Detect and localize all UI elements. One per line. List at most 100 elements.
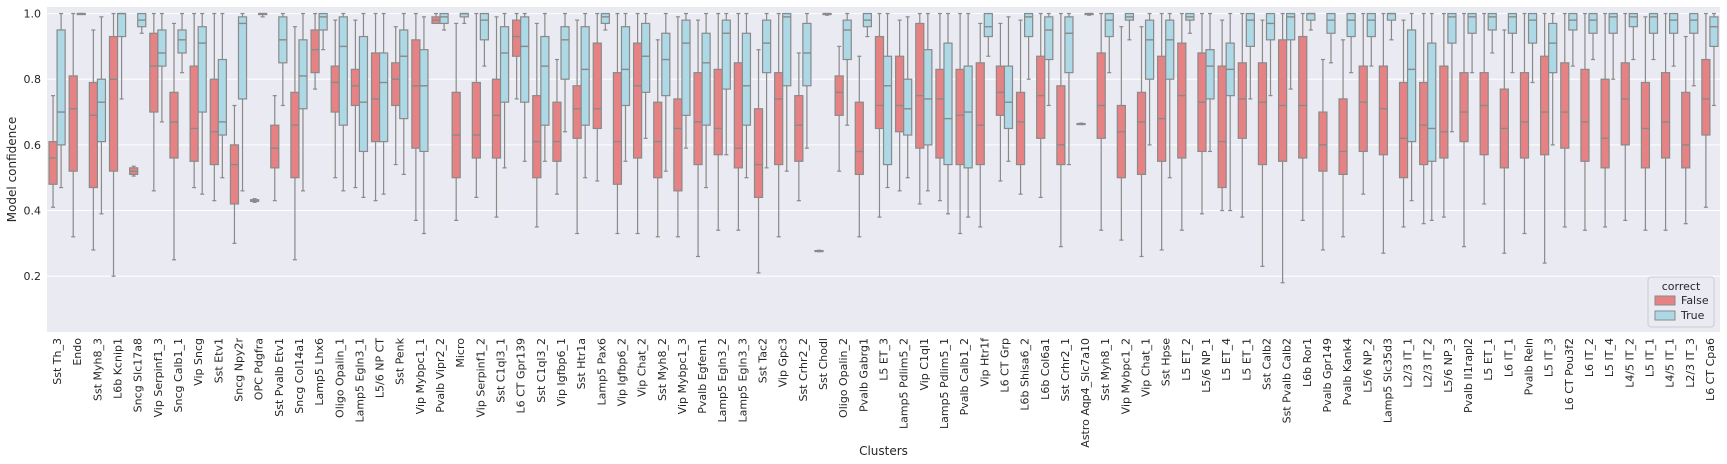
x-tick-label: Sst Th_3 [51, 338, 64, 385]
box-false-box [391, 62, 401, 107]
box-false-box [653, 101, 663, 179]
x-tick-label: L5 ET_1 [1240, 338, 1253, 381]
box-false-box [834, 75, 844, 116]
box-true-box [56, 29, 66, 146]
x-tick-label: L6 IT_1 [1502, 338, 1515, 377]
box-true-box [540, 35, 550, 126]
box-true-box [338, 16, 348, 126]
box-true-box [943, 42, 953, 166]
x-axis-title: Clusters [859, 444, 908, 458]
box-true-box [721, 19, 731, 90]
box-true-box [419, 49, 429, 153]
x-tick-label: L6b Col6a1 [1039, 338, 1052, 400]
x-tick-label: Sst Calb2 [1260, 338, 1273, 390]
box-false-box [592, 42, 602, 130]
box-false-box [1519, 72, 1530, 159]
box-false-box [1640, 81, 1651, 169]
box-true-box [963, 65, 973, 169]
box-false-box [229, 144, 240, 205]
box-false-box [1560, 62, 1570, 149]
box-true-box [298, 39, 308, 110]
x-tick-label: Sst C1ql3_2 [535, 338, 548, 403]
x-tick-label: L5/6 NP_3 [1442, 338, 1455, 393]
box-true-box [1548, 22, 1558, 74]
box-true-box [1165, 19, 1175, 80]
x-tick-label: Endo [71, 338, 84, 366]
box-series [48, 12, 1719, 284]
box-true-box [782, 12, 792, 87]
box-false-box [995, 65, 1006, 116]
box-true-box [237, 16, 248, 100]
box-false-box [1681, 91, 1691, 169]
box-true-box [177, 29, 187, 54]
box-false-box [1660, 72, 1671, 159]
x-tick-label: Vip Gpc3 [777, 338, 790, 387]
legend-title: correct [1662, 280, 1701, 293]
box-true-box [217, 58, 227, 136]
box-false-box [290, 91, 300, 179]
legend: correct False True [1647, 276, 1715, 328]
x-tick-label: Sst Crhr2_1 [1059, 338, 1072, 402]
x-tick-label: Vip Chat_2 [636, 338, 649, 397]
box-false-box [1177, 42, 1187, 159]
x-tick-label: Pvalb Calb1_2 [958, 338, 971, 415]
box-true-box [1608, 12, 1618, 34]
box-false-box [1277, 39, 1288, 162]
x-tick-label: Lamp5 Egln3_3 [736, 338, 749, 423]
box-false-box [1157, 55, 1167, 162]
x-tick-label: Micro [454, 338, 467, 368]
box-false-box [935, 68, 945, 159]
box-false-box [189, 65, 199, 162]
box-true-box [1588, 12, 1598, 34]
x-tick-label: L5 ET_4 [1220, 338, 1233, 381]
x-tick-label: Lamp5 Pax6 [595, 338, 608, 405]
box-false-box [713, 68, 723, 156]
legend-label-true: True [1680, 309, 1705, 322]
x-tick-label: Pvalb Vipr2_2 [434, 338, 447, 413]
box-false-box [149, 32, 159, 113]
x-tick-label: Vip C1ql1 [918, 338, 931, 391]
box-true-box [882, 55, 893, 166]
x-tick-label: Vip Serpinf1_3 [152, 338, 165, 417]
box-true-box [1023, 12, 1034, 38]
box-false-box [270, 124, 280, 169]
box-false-box [310, 29, 320, 74]
x-tick-label: L6b Kcnip1 [112, 338, 125, 399]
y-tick-label: 1.0 [24, 8, 42, 21]
x-tick-label: Pvalb Gpr149 [1321, 338, 1334, 412]
box-true-box [1205, 49, 1215, 100]
x-tick-label: Sst Myh8_2 [656, 338, 669, 401]
box-false-box [370, 52, 381, 143]
box-true-box [479, 12, 490, 41]
x-tick-label: Vip Igfbp6_1 [555, 338, 568, 406]
box-true-box [1568, 12, 1578, 31]
y-tick-label: 0.2 [24, 270, 42, 283]
box-false-box [1419, 81, 1429, 166]
box-false-box [68, 75, 78, 172]
box-false-box [753, 108, 764, 199]
x-tick-label: L6 CT Cpa6 [1704, 338, 1717, 401]
box-false-box [1398, 81, 1409, 179]
box-true-box [1386, 12, 1397, 21]
box-true-box [520, 16, 530, 103]
box-false-box [915, 22, 925, 149]
box-true-box [1669, 12, 1679, 34]
x-tick-label: Oligo Opalin_1 [333, 338, 346, 418]
x-tick-label: Sncg Slc17a8 [132, 338, 145, 412]
box-true-box [600, 12, 610, 25]
box-true-box [96, 78, 107, 143]
x-tick-label: L5 ET_2 [1180, 338, 1193, 381]
box-false-box [632, 42, 643, 159]
box-true-box [399, 29, 409, 120]
y-tick-label: 0.6 [24, 139, 42, 152]
y-tick-label: 0.8 [24, 73, 42, 86]
x-tick-label: Pvalb Egfem1 [696, 338, 709, 414]
x-tick-label: Lamp5 Slc35d3 [1381, 338, 1394, 423]
box-false-box [1136, 91, 1147, 176]
box-true-box [1467, 12, 1477, 34]
x-tick-label: L6 IT_2 [1583, 338, 1596, 377]
box-true-box [923, 49, 933, 146]
box-true-box [1306, 12, 1316, 21]
x-tick-label: L5 IT_3 [1543, 338, 1556, 377]
